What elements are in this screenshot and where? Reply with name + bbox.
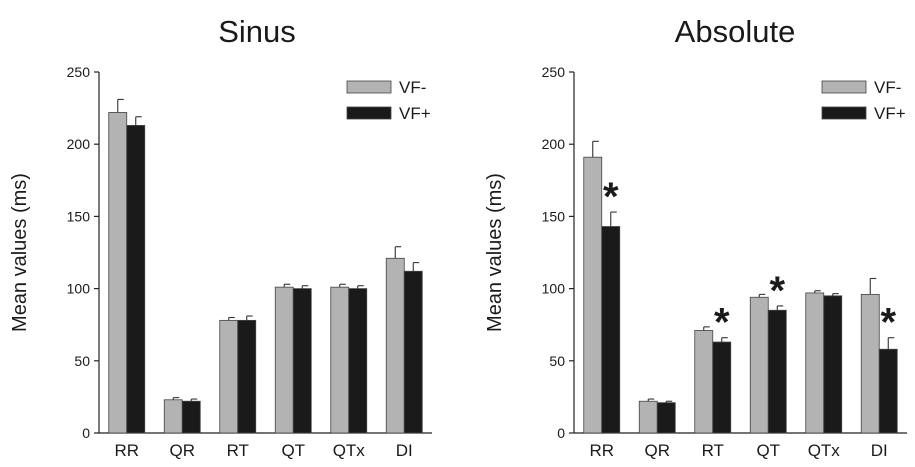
bar-VF-QT bbox=[292, 288, 312, 434]
bar-VF-QR bbox=[656, 402, 676, 434]
bar-VF-RR bbox=[108, 112, 128, 434]
bar-VF-DI bbox=[860, 293, 880, 434]
x-tick-label: DI bbox=[871, 441, 888, 460]
chart-title: Absolute bbox=[675, 14, 796, 49]
bar-VF-RR bbox=[601, 226, 621, 434]
y-tick-label: 0 bbox=[82, 425, 90, 441]
x-tick-label: QR bbox=[645, 441, 671, 460]
bar-VF-QR bbox=[163, 399, 183, 434]
y-axis-label: Mean values (ms) bbox=[9, 173, 31, 332]
bar-VF-QTx bbox=[348, 288, 368, 434]
significance-star: * bbox=[603, 175, 619, 219]
bar-VF-RT bbox=[219, 319, 239, 434]
legend-swatch-VF bbox=[346, 80, 392, 94]
x-tick-label: RR bbox=[114, 441, 139, 460]
x-tick-label: RR bbox=[589, 441, 614, 460]
bar-VF-QTx bbox=[823, 295, 843, 434]
bar-VF-QTx bbox=[330, 286, 350, 434]
bar-VF-QR bbox=[638, 400, 658, 434]
bar-VF-QT bbox=[749, 296, 769, 434]
bar-VF-DI bbox=[878, 348, 898, 434]
bar-VF-RR bbox=[583, 156, 603, 434]
legend-swatch-VF bbox=[821, 80, 867, 94]
legend-label: VF- bbox=[399, 78, 426, 97]
bar-VF-QT bbox=[274, 286, 294, 434]
legend-label: VF+ bbox=[399, 104, 431, 123]
x-tick-label: DI bbox=[396, 441, 413, 460]
x-tick-label: QTx bbox=[808, 441, 841, 460]
y-tick-label: 250 bbox=[542, 64, 566, 80]
y-axis-label: Mean values (ms) bbox=[484, 173, 506, 332]
significance-star: * bbox=[769, 269, 785, 313]
x-tick-label: QT bbox=[756, 441, 780, 460]
y-tick-label: 50 bbox=[74, 353, 90, 369]
y-tick-label: 100 bbox=[67, 281, 91, 297]
bar-VF-RT bbox=[694, 330, 714, 434]
x-tick-label: RT bbox=[227, 441, 249, 460]
x-tick-label: QR bbox=[170, 441, 196, 460]
x-tick-label: QTx bbox=[333, 441, 366, 460]
chart-panel-1: Sinus Mean values (ms) 0 50 100 150 200 250 RR QR… bbox=[9, 14, 432, 460]
y-tick-label: 200 bbox=[67, 136, 91, 152]
legend-label: VF- bbox=[874, 78, 901, 97]
y-tick-label: 150 bbox=[542, 208, 566, 224]
legend-swatch-VF bbox=[821, 106, 867, 120]
x-tick-label: RT bbox=[702, 441, 724, 460]
bar-VF-RT bbox=[237, 319, 257, 434]
bar-VF-DI bbox=[403, 270, 423, 434]
bar-VF-QTx bbox=[805, 292, 825, 434]
bar-VF-DI bbox=[385, 257, 405, 434]
bar-VF-QR bbox=[181, 400, 201, 434]
chart-panel-2: Absolute Mean values (ms) 0 50 100 150 200 250 R… bbox=[484, 14, 907, 460]
significance-star: * bbox=[880, 301, 896, 345]
bar-VF-RR bbox=[126, 125, 146, 434]
significance-star: * bbox=[714, 301, 730, 345]
bar-VF-QT bbox=[767, 309, 787, 434]
y-tick-label: 150 bbox=[67, 208, 91, 224]
legend-swatch-VF bbox=[346, 106, 392, 120]
y-tick-label: 250 bbox=[67, 64, 91, 80]
x-tick-label: QT bbox=[281, 441, 305, 460]
y-tick-label: 200 bbox=[542, 136, 566, 152]
chart-title: Sinus bbox=[218, 14, 296, 49]
y-tick-label: 100 bbox=[542, 281, 566, 297]
y-tick-label: 0 bbox=[557, 425, 565, 441]
y-tick-label: 50 bbox=[549, 353, 565, 369]
bar-VF-RT bbox=[712, 341, 732, 434]
legend-label: VF+ bbox=[874, 104, 906, 123]
